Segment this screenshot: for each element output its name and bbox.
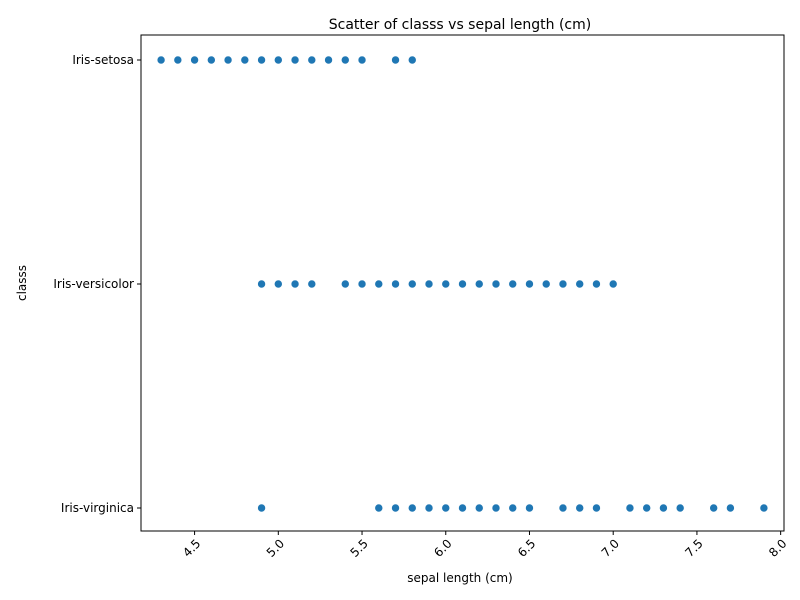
data-point: [541, 279, 551, 289]
y-tick-label: Iris-versicolor: [53, 277, 134, 291]
chart-title: Scatter of classs vs sepal length (cm): [329, 17, 591, 33]
data-point: [357, 55, 367, 65]
data-point: [290, 55, 300, 65]
data-point: [173, 55, 183, 65]
data-point: [558, 503, 568, 513]
data-point: [759, 503, 769, 513]
data-point: [726, 503, 735, 513]
x-axis-label: sepal length (cm): [407, 571, 512, 585]
data-point: [257, 503, 266, 513]
data-point: [659, 503, 668, 513]
y-axis-label: classs: [15, 265, 29, 301]
data-point: [424, 279, 434, 289]
data-point: [474, 503, 484, 513]
x-tick-label: 5.5: [348, 536, 371, 559]
x-tick-label: 8.0: [766, 536, 789, 559]
x-tick-label: 7.0: [599, 536, 622, 559]
data-point: [340, 55, 350, 65]
data-point: [608, 279, 618, 289]
data-point: [592, 503, 601, 513]
data-point: [474, 279, 484, 289]
x-tick-label: 5.0: [264, 536, 287, 559]
x-tick-label: 7.5: [682, 536, 705, 559]
data-point: [357, 279, 367, 289]
data-point: [274, 55, 283, 65]
data-point: [374, 279, 384, 289]
data-point: [274, 279, 283, 289]
data-point: [625, 503, 635, 513]
data-point: [642, 503, 651, 513]
data-point: [290, 279, 300, 289]
x-tick-label: 6.0: [431, 536, 454, 559]
data-point: [257, 55, 266, 65]
data-point: [575, 279, 585, 289]
data-point: [407, 55, 417, 65]
data-point: [190, 55, 199, 65]
data-point: [407, 279, 417, 289]
data-point: [491, 279, 501, 289]
y-tick-label: Iris-virginica: [61, 501, 134, 515]
x-axis: 4.5 5.0 5.5 6.0 6.5 7.0 7.5 8.0: [180, 531, 790, 560]
data-point: [391, 503, 400, 513]
data-point: [156, 55, 166, 65]
data-point: [709, 503, 718, 513]
data-point: [307, 279, 317, 289]
data-point: [575, 503, 585, 513]
data-point: [424, 503, 434, 513]
data-point: [307, 55, 317, 65]
data-point: [407, 503, 417, 513]
data-points: [156, 55, 769, 513]
data-point: [458, 503, 467, 513]
data-point: [240, 55, 250, 65]
data-point: [324, 55, 333, 65]
data-point: [441, 279, 451, 289]
data-point: [508, 279, 518, 289]
data-point: [458, 279, 467, 289]
data-point: [508, 503, 518, 513]
data-point: [374, 503, 384, 513]
data-point: [525, 279, 534, 289]
data-point: [675, 503, 685, 513]
data-point: [558, 279, 568, 289]
data-point: [223, 55, 233, 65]
data-point: [525, 503, 534, 513]
data-point: [391, 279, 400, 289]
data-point: [207, 55, 216, 65]
x-tick-label: 4.5: [180, 536, 203, 559]
data-point: [441, 503, 451, 513]
data-point: [340, 279, 350, 289]
data-point: [257, 279, 266, 289]
data-point: [491, 503, 501, 513]
data-point: [391, 55, 400, 65]
y-axis: Iris-setosa Iris-versicolor Iris-virginica: [53, 53, 141, 515]
y-tick-label: Iris-setosa: [72, 53, 134, 67]
data-point: [592, 279, 601, 289]
x-tick-label: 6.5: [515, 536, 538, 559]
